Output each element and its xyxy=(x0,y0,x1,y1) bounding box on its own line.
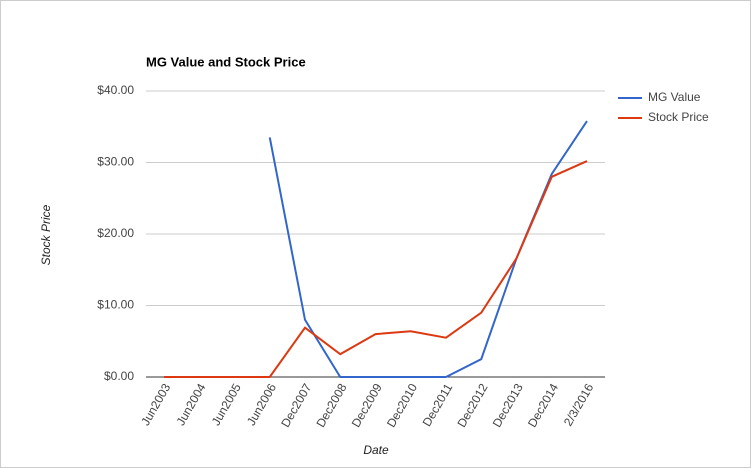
chart-title: MG Value and Stock Price xyxy=(146,54,306,69)
legend-label: MG Value xyxy=(648,90,701,104)
y-axis-title: Stock Price xyxy=(39,204,53,265)
series-line xyxy=(164,160,588,378)
x-axis-title: Date xyxy=(363,443,389,457)
y-tick-label: $40.00 xyxy=(97,83,134,97)
y-tick-label: $30.00 xyxy=(97,155,134,169)
y-tick-label: $0.00 xyxy=(104,369,134,383)
y-tick-label: $10.00 xyxy=(97,298,134,312)
legend-label: Stock Price xyxy=(648,110,709,124)
y-tick-label: $20.00 xyxy=(97,226,134,240)
